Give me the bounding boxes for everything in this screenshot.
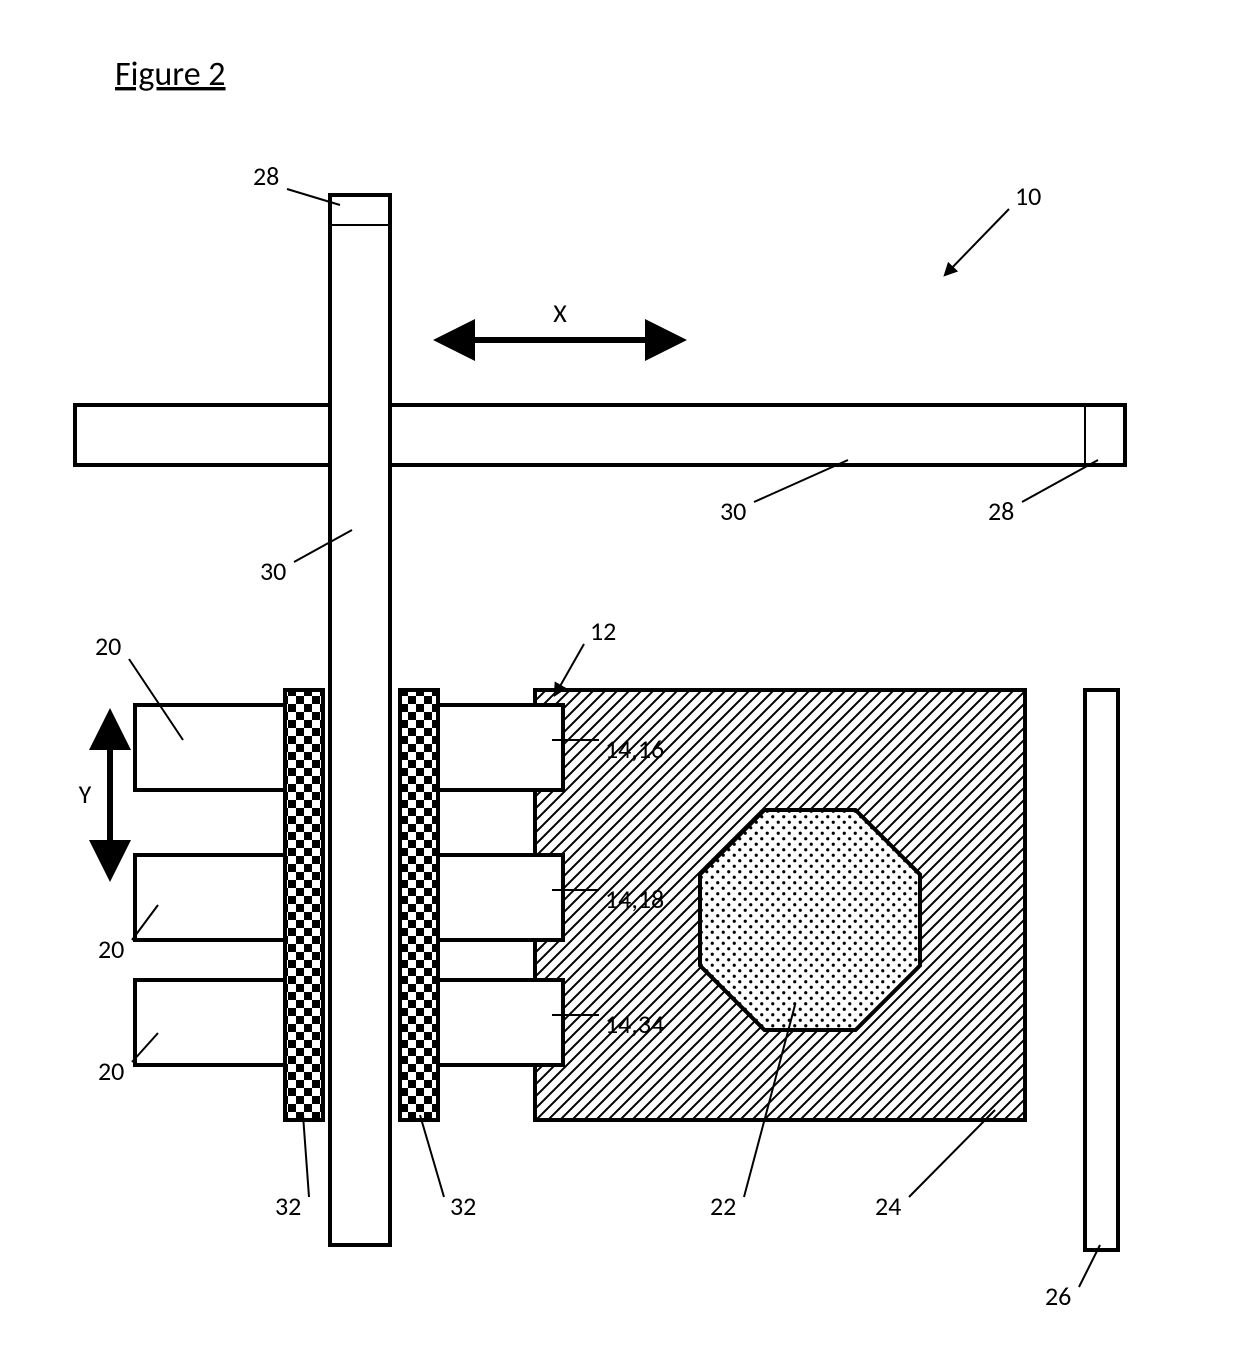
svg-text:32: 32 [275, 1190, 301, 1222]
callout-c10 [945, 209, 1009, 275]
svg-text:24: 24 [875, 1190, 901, 1222]
svg-text:14,34: 14,34 [605, 1008, 664, 1040]
svg-text:28: 28 [253, 160, 279, 192]
left-box [135, 855, 285, 940]
side-bar [1085, 690, 1118, 1250]
svg-text:20: 20 [95, 630, 121, 662]
svg-text:14,18: 14,18 [605, 883, 664, 915]
figure-title: Figure 2 [115, 54, 226, 95]
svg-text:28: 28 [988, 495, 1014, 527]
svg-text:22: 22 [710, 1190, 736, 1222]
svg-text:20: 20 [98, 1055, 124, 1087]
right-box [438, 980, 563, 1065]
callout-c32a [303, 1115, 309, 1197]
checker-rail [285, 690, 323, 1120]
callout-c12 [555, 644, 584, 695]
callout-c24 [909, 1110, 995, 1197]
svg-text:10: 10 [1015, 180, 1041, 212]
svg-text:12: 12 [590, 615, 616, 647]
svg-text:30: 30 [720, 495, 746, 527]
svg-text:32: 32 [450, 1190, 476, 1222]
right-box [438, 855, 563, 940]
left-box [135, 980, 285, 1065]
vertical-bar [330, 195, 390, 1245]
svg-text:X: X [553, 297, 567, 329]
svg-text:30: 30 [260, 555, 286, 587]
horizontal-bar-right [390, 405, 1125, 465]
horizontal-bar-left [75, 405, 330, 465]
right-box [438, 705, 563, 790]
dotted-octagon [700, 810, 920, 1030]
checker-rail [400, 690, 438, 1120]
left-box [135, 705, 285, 790]
svg-text:14,16: 14,16 [605, 733, 664, 765]
svg-text:20: 20 [98, 933, 124, 965]
callout-c32b [420, 1115, 444, 1197]
svg-text:26: 26 [1045, 1280, 1071, 1312]
svg-text:Y: Y [79, 778, 92, 810]
